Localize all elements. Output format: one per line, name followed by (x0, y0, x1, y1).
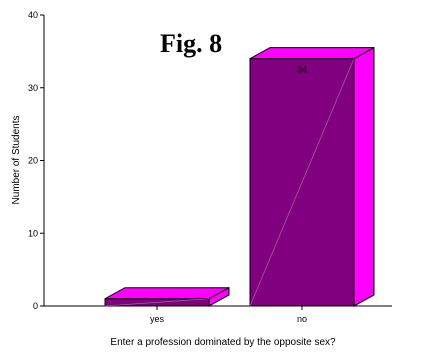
bar-shade-line (104, 298, 210, 307)
x-ticks: yes no (150, 306, 307, 324)
x-tick-label-yes: yes (150, 314, 165, 324)
y-tick-label: 20 (28, 156, 38, 166)
y-axis-label: Number of Students (11, 116, 22, 205)
bar-top-no (249, 47, 375, 60)
bar-shade-line (249, 58, 355, 307)
y-tick-label: 40 (28, 10, 38, 20)
chart-title: Fig. 8 (160, 29, 222, 58)
x-axis-label: Enter a profession dominated by the oppo… (110, 337, 336, 348)
bar-top-yes (104, 287, 230, 300)
x-tick-label-no: no (297, 314, 307, 324)
y-ticks: 0 10 20 30 40 (28, 10, 44, 311)
y-tick-label: 0 (33, 301, 38, 311)
bars (104, 46, 375, 307)
y-tick-label: 30 (28, 83, 38, 93)
y-tick-label: 10 (28, 228, 38, 238)
bar-side-no (353, 46, 375, 307)
data-label-no: 34 (297, 65, 307, 75)
data-labels: 34 (297, 65, 307, 75)
